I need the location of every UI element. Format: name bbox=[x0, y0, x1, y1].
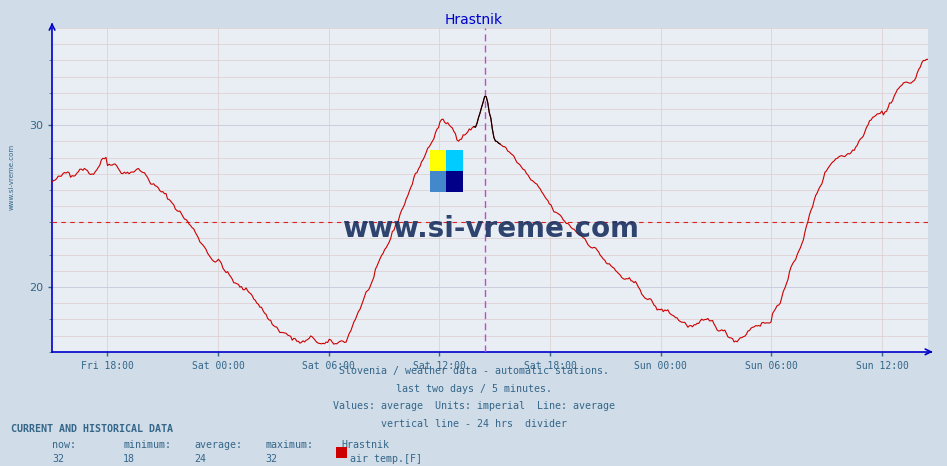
Bar bbox=[446, 171, 463, 192]
Text: www.si-vreme.com: www.si-vreme.com bbox=[9, 144, 14, 210]
Text: 32: 32 bbox=[265, 454, 277, 464]
Bar bbox=[446, 151, 463, 171]
Text: Values: average  Units: imperial  Line: average: Values: average Units: imperial Line: av… bbox=[332, 401, 615, 411]
Text: 18: 18 bbox=[123, 454, 135, 464]
Text: last two days / 5 minutes.: last two days / 5 minutes. bbox=[396, 384, 551, 393]
Text: CURRENT AND HISTORICAL DATA: CURRENT AND HISTORICAL DATA bbox=[11, 424, 173, 434]
Text: average:: average: bbox=[194, 440, 242, 450]
Text: Hrastnik: Hrastnik bbox=[444, 13, 503, 27]
Bar bbox=[430, 171, 446, 192]
Text: now:: now: bbox=[52, 440, 76, 450]
Text: air temp.[F]: air temp.[F] bbox=[350, 454, 422, 464]
Text: 32: 32 bbox=[52, 454, 64, 464]
Text: 24: 24 bbox=[194, 454, 206, 464]
Bar bbox=[430, 151, 446, 171]
Text: Hrastnik: Hrastnik bbox=[341, 440, 389, 450]
Text: maximum:: maximum: bbox=[265, 440, 313, 450]
Text: vertical line - 24 hrs  divider: vertical line - 24 hrs divider bbox=[381, 419, 566, 429]
Text: www.si-vreme.com: www.si-vreme.com bbox=[342, 215, 638, 243]
Text: Slovenia / weather data - automatic stations.: Slovenia / weather data - automatic stat… bbox=[338, 366, 609, 376]
Text: minimum:: minimum: bbox=[123, 440, 171, 450]
